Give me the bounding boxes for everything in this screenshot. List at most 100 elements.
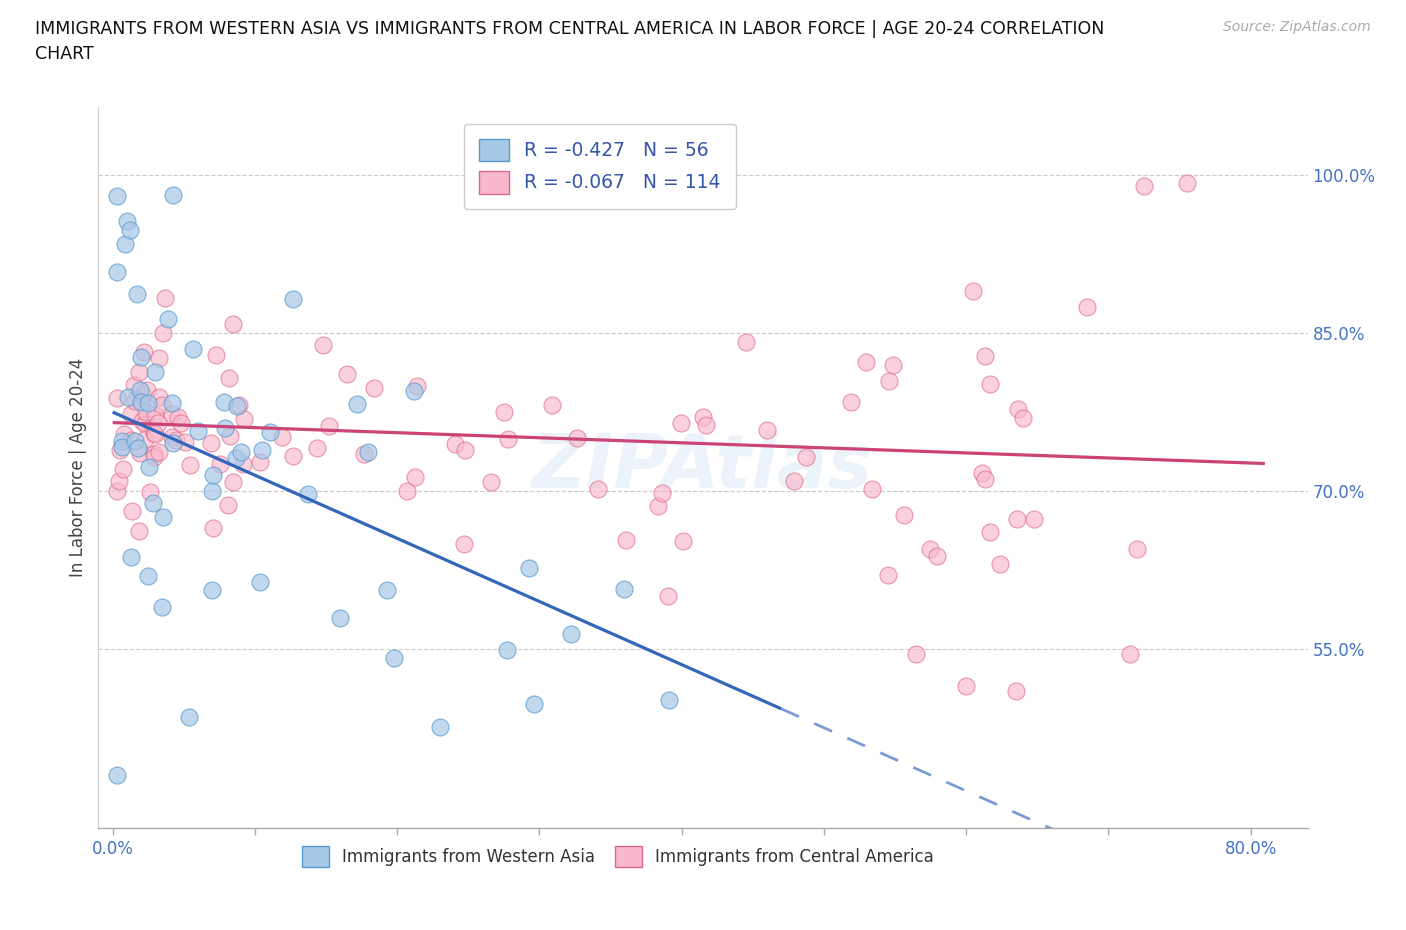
Point	[988, 556, 1011, 571]
Point	[112, 426, 135, 441]
Point	[955, 678, 977, 693]
Point	[218, 370, 240, 385]
Point	[121, 503, 143, 518]
Point	[225, 399, 247, 414]
Point	[111, 462, 134, 477]
Point	[150, 398, 173, 413]
Point	[129, 395, 152, 410]
Point	[105, 391, 128, 405]
Point	[305, 440, 328, 455]
Point	[283, 449, 305, 464]
Point	[1011, 410, 1033, 425]
Point	[979, 377, 1001, 392]
Point	[453, 537, 475, 551]
Point	[336, 366, 359, 381]
Point	[893, 508, 915, 523]
Point	[179, 458, 201, 472]
Point	[162, 435, 184, 450]
Point	[232, 457, 254, 472]
Point	[177, 710, 200, 724]
Point	[128, 365, 150, 379]
Point	[882, 357, 904, 372]
Point	[228, 398, 250, 413]
Point	[150, 600, 173, 615]
Point	[181, 341, 204, 356]
Point	[405, 379, 427, 393]
Point	[157, 311, 180, 325]
Point	[357, 445, 380, 459]
Point	[124, 393, 146, 408]
Point	[249, 455, 271, 470]
Point	[153, 290, 176, 305]
Point	[152, 510, 174, 525]
Point	[135, 405, 157, 419]
Point	[297, 486, 319, 501]
Point	[129, 445, 152, 460]
Point	[200, 436, 222, 451]
Point	[138, 459, 160, 474]
Point	[214, 420, 236, 435]
Point	[860, 481, 883, 496]
Point	[925, 549, 948, 564]
Point	[129, 349, 152, 364]
Point	[1126, 541, 1149, 556]
Point	[363, 380, 385, 395]
Point	[143, 427, 166, 442]
Point	[647, 498, 669, 513]
Point	[454, 443, 477, 458]
Point	[692, 409, 714, 424]
Point	[1076, 299, 1098, 314]
Point	[1005, 684, 1028, 698]
Point	[517, 561, 540, 576]
Point	[962, 284, 984, 299]
Point	[429, 720, 451, 735]
Point	[231, 445, 253, 459]
Point	[657, 589, 679, 604]
Point	[117, 390, 139, 405]
Point	[132, 344, 155, 359]
Point	[105, 484, 128, 498]
Point	[329, 610, 352, 625]
Point	[136, 382, 159, 397]
Point	[139, 485, 162, 499]
Point	[259, 424, 281, 439]
Point	[222, 317, 245, 332]
Point	[1022, 512, 1045, 526]
Y-axis label: In Labor Force | Age 20-24: In Labor Force | Age 20-24	[69, 358, 87, 577]
Point	[174, 434, 197, 449]
Point	[214, 394, 236, 409]
Point	[1007, 402, 1029, 417]
Point	[160, 406, 183, 421]
Point	[128, 524, 150, 538]
Point	[879, 374, 901, 389]
Point	[120, 406, 142, 421]
Point	[143, 407, 166, 422]
Point	[755, 423, 778, 438]
Point	[146, 415, 169, 430]
Point	[136, 395, 159, 410]
Point	[565, 431, 588, 445]
Point	[496, 643, 519, 658]
Point	[1175, 175, 1198, 190]
Point	[970, 466, 993, 481]
Legend: Immigrants from Western Asia, Immigrants from Central America: Immigrants from Western Asia, Immigrants…	[295, 840, 941, 873]
Point	[979, 525, 1001, 540]
Point	[974, 472, 997, 486]
Point	[142, 447, 165, 462]
Point	[111, 440, 134, 455]
Point	[586, 482, 609, 497]
Point	[479, 474, 502, 489]
Point	[148, 351, 170, 365]
Point	[855, 354, 877, 369]
Point	[131, 414, 153, 429]
Point	[1119, 646, 1142, 661]
Point	[249, 574, 271, 589]
Point	[613, 581, 636, 596]
Point	[134, 417, 156, 432]
Point	[222, 474, 245, 489]
Point	[115, 213, 138, 228]
Point	[127, 441, 149, 456]
Point	[839, 394, 862, 409]
Text: CHART: CHART	[35, 45, 94, 62]
Point	[672, 534, 695, 549]
